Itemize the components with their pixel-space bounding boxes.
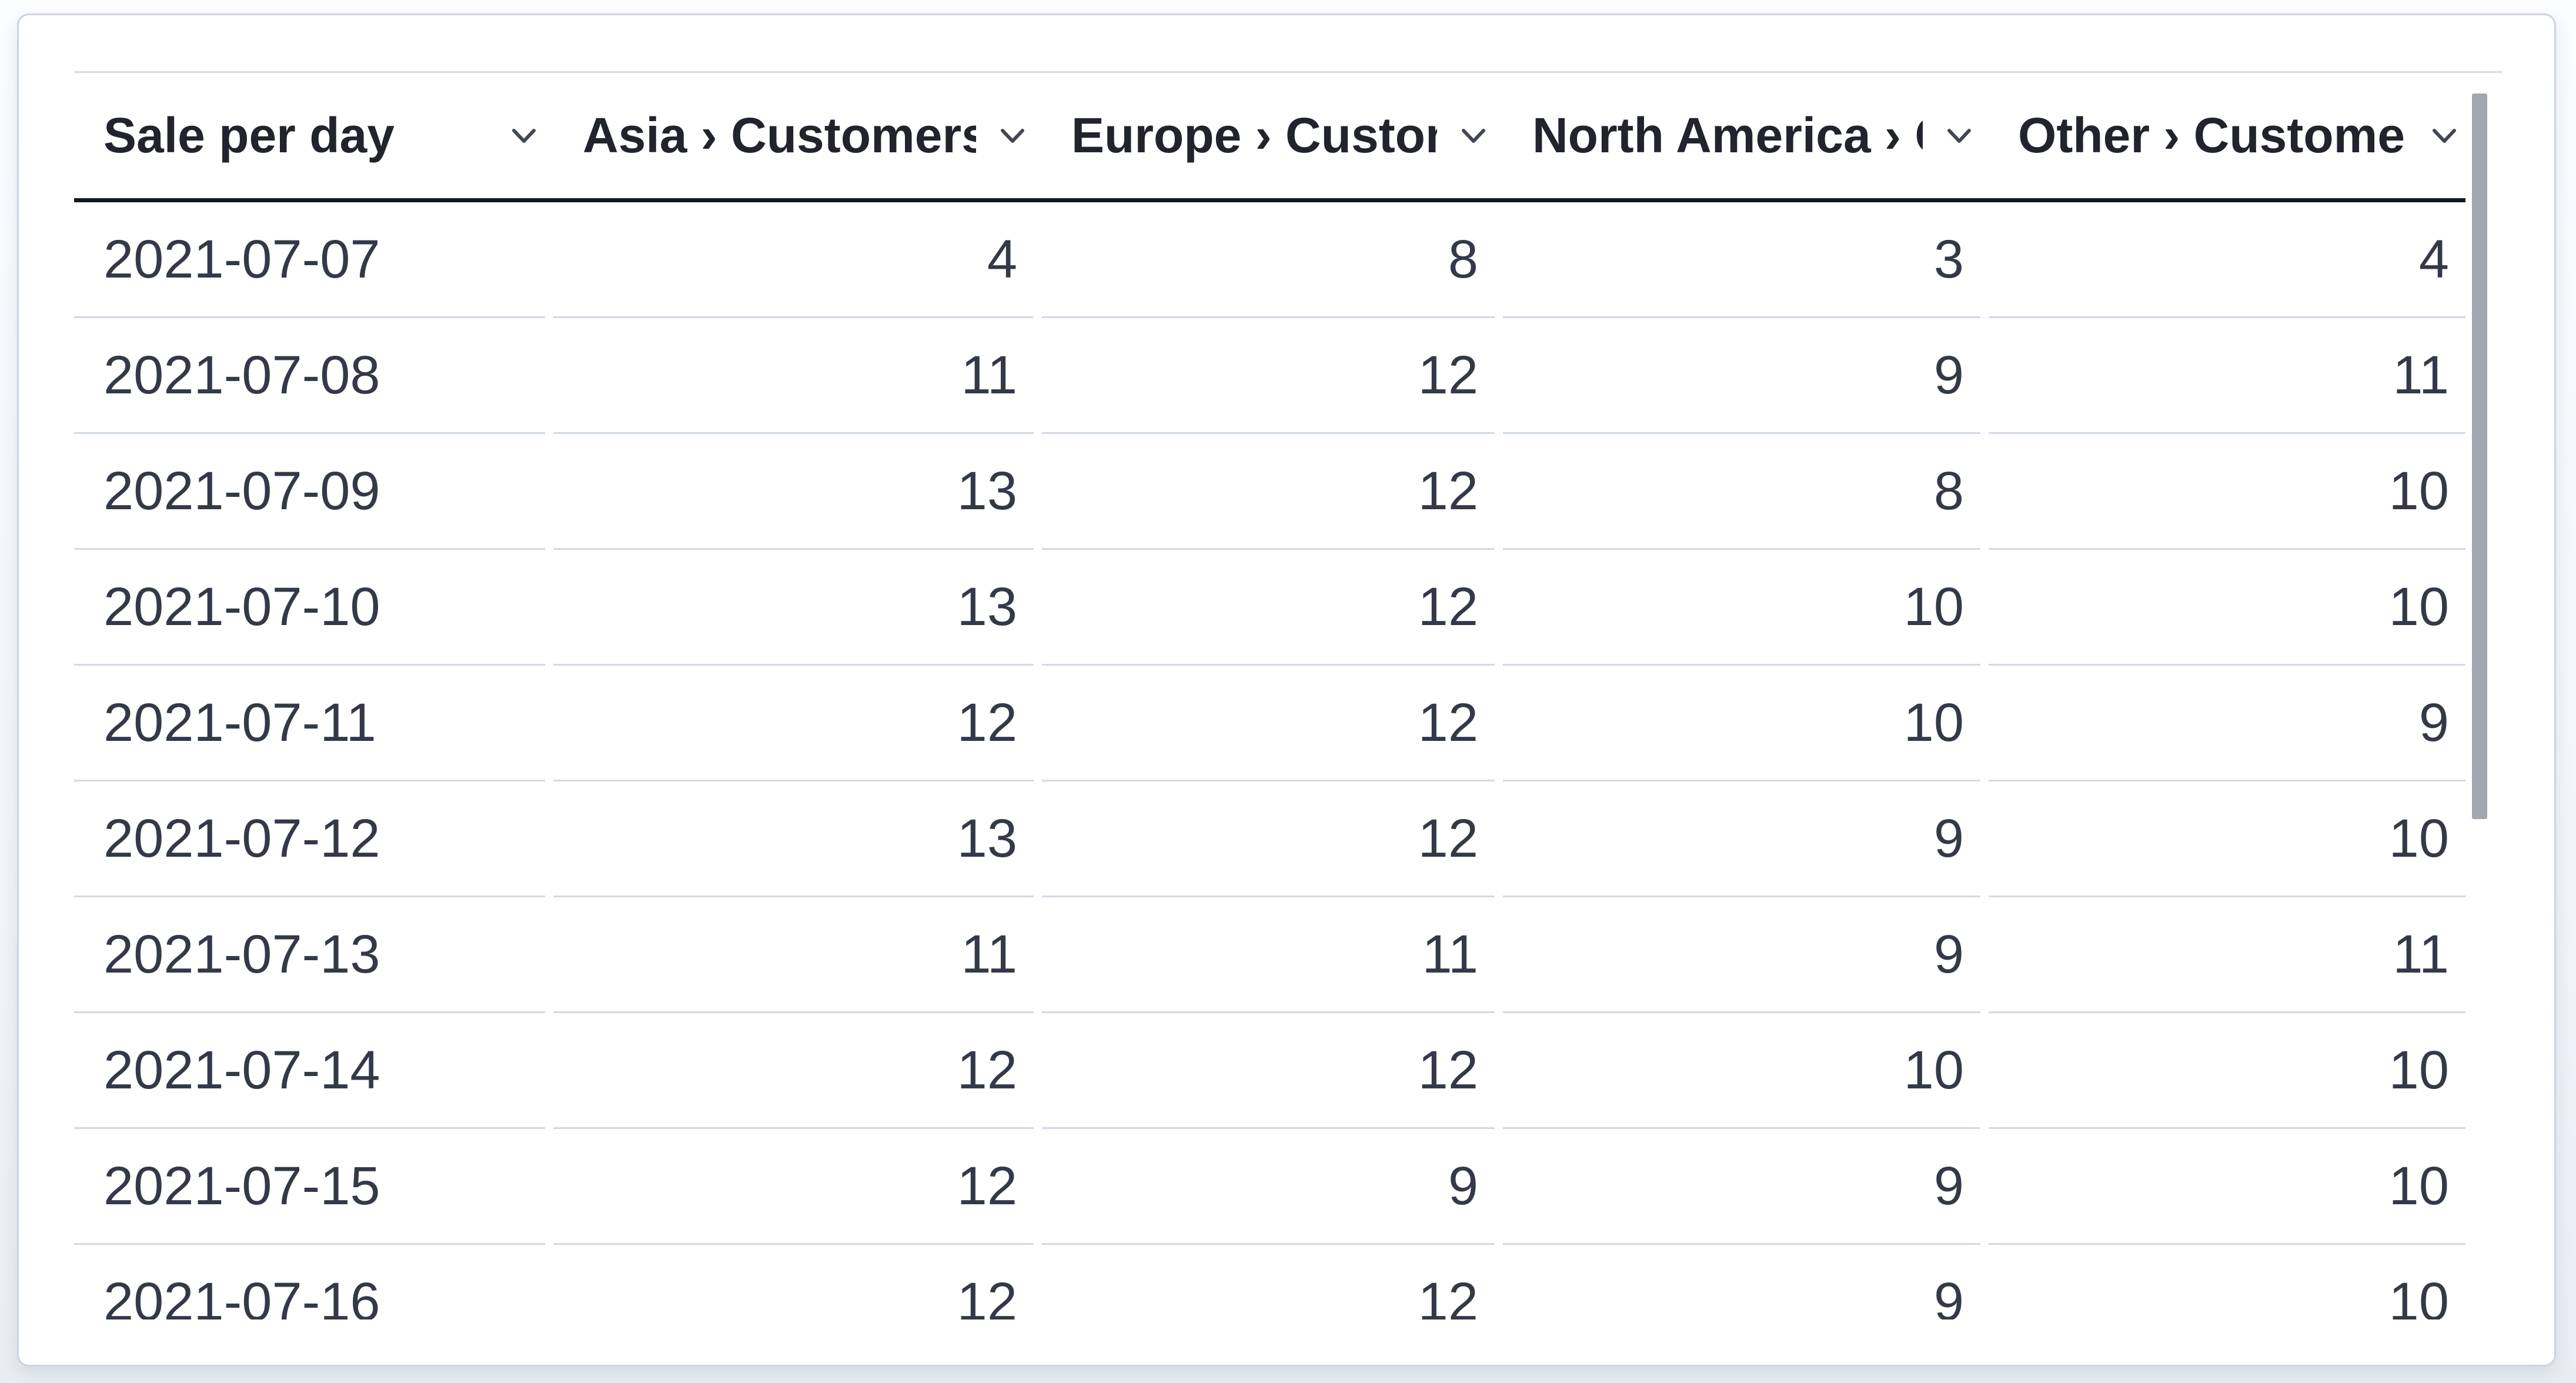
table-row[interactable]: 2021-07-08 11 12 9 11 [74, 318, 2465, 434]
value-cell[interactable]: 12 [1042, 781, 1495, 897]
column-header-other-customers[interactable]: Other › Customers [1989, 73, 2465, 198]
chevron-down-icon[interactable] [1946, 127, 1972, 145]
column-header-label: North America › Customers [1532, 108, 1923, 163]
column-header-north-america-customers[interactable]: North America › Customers [1503, 73, 1980, 198]
column-header-label: Sale per day [103, 108, 395, 163]
column-header-asia-customers[interactable]: Asia › Customers [553, 73, 1034, 198]
header-underline [74, 198, 2465, 202]
date-cell[interactable]: 2021-07-12 [74, 781, 545, 897]
table-row[interactable]: 2021-07-11 12 12 10 9 [74, 666, 2465, 781]
value-cell[interactable]: 12 [1418, 1272, 1478, 1319]
vertical-scrollbar-thumb[interactable] [2472, 93, 2487, 819]
column-header-europe-customers[interactable]: Europe › Customers [1042, 73, 1495, 198]
value-cell[interactable]: 9 [1042, 1129, 1495, 1245]
value-cell[interactable]: 13 [553, 781, 1034, 897]
value-cell[interactable]: 11 [553, 318, 1034, 434]
value-cell[interactable]: 10 [2388, 1272, 2449, 1319]
value-cell[interactable]: 9 [1503, 781, 1980, 897]
value-cell[interactable]: 3 [1503, 202, 1980, 318]
value-cell[interactable]: 10 [1503, 1013, 1980, 1129]
value-cell[interactable]: 10 [1989, 434, 2465, 550]
value-cell[interactable]: 10 [1503, 550, 1980, 666]
column-header-label: Europe › Customers [1071, 108, 1437, 163]
chevron-down-icon[interactable] [1461, 127, 1486, 145]
value-cell[interactable]: 12 [957, 1272, 1017, 1319]
date-cell[interactable]: 2021-07-13 [74, 897, 545, 1013]
value-cell[interactable]: 9 [1933, 1272, 1964, 1319]
date-cell[interactable]: 2021-07-09 [74, 434, 545, 550]
table-row[interactable]: 2021-07-13 11 11 9 11 [74, 897, 2465, 1013]
table-header-row: Sale per day Asia › Customers Europe › C… [74, 73, 2465, 198]
value-cell[interactable]: 8 [1503, 434, 1980, 550]
value-cell[interactable]: 12 [1042, 434, 1495, 550]
date-cell[interactable]: 2021-07-10 [74, 550, 545, 666]
value-cell[interactable]: 11 [1989, 318, 2465, 434]
value-cell[interactable]: 13 [553, 550, 1034, 666]
table-row[interactable]: 2021-07-14 12 12 10 10 [74, 1013, 2465, 1129]
value-cell[interactable]: 9 [1503, 1129, 1980, 1245]
table-row[interactable]: 2021-07-10 13 12 10 10 [74, 550, 2465, 666]
header-top-divider [74, 71, 2503, 73]
value-cell[interactable]: 11 [1042, 897, 1495, 1013]
date-cell[interactable]: 2021-07-14 [74, 1013, 545, 1129]
date-cell[interactable]: 2021-07-16 [103, 1272, 380, 1319]
value-cell[interactable]: 12 [1042, 318, 1495, 434]
value-cell[interactable]: 10 [1989, 1013, 2465, 1129]
value-cell[interactable]: 10 [1989, 1129, 2465, 1245]
chevron-down-icon[interactable] [1000, 127, 1025, 145]
value-cell[interactable]: 11 [1989, 897, 2465, 1013]
table-card: Sale per day Asia › Customers Europe › C… [17, 14, 2556, 1367]
date-cell[interactable]: 2021-07-08 [74, 318, 545, 434]
value-cell[interactable]: 9 [1989, 666, 2465, 781]
date-cell[interactable]: 2021-07-11 [74, 666, 545, 781]
value-cell[interactable]: 10 [1989, 550, 2465, 666]
table-row[interactable]: 2021-07-09 13 12 8 10 [74, 434, 2465, 550]
table-row[interactable]: 2021-07-07 4 8 3 4 [74, 202, 2465, 318]
date-cell[interactable]: 2021-07-15 [74, 1129, 545, 1245]
table-viewport[interactable]: Sale per day Asia › Customers Europe › C… [74, 15, 2503, 1319]
value-cell[interactable]: 12 [1042, 550, 1495, 666]
value-cell[interactable]: 9 [1503, 897, 1980, 1013]
value-cell[interactable]: 12 [1042, 666, 1495, 781]
table-row[interactable]: 2021-07-16 12 12 9 10 [74, 1245, 2465, 1319]
value-cell[interactable]: 4 [1989, 202, 2465, 318]
value-cell[interactable]: 8 [1042, 202, 1495, 318]
value-cell[interactable]: 4 [553, 202, 1034, 318]
column-header-label: Other › Customers [2018, 108, 2408, 163]
value-cell[interactable]: 11 [553, 897, 1034, 1013]
value-cell[interactable]: 12 [553, 1013, 1034, 1129]
value-cell[interactable]: 10 [1989, 781, 2465, 897]
value-cell[interactable]: 13 [553, 434, 1034, 550]
value-cell[interactable]: 12 [553, 1129, 1034, 1245]
value-cell[interactable]: 9 [1503, 318, 1980, 434]
table-body: 2021-07-07 4 8 3 4 2021-07-08 11 12 9 11… [74, 202, 2465, 1319]
table-row[interactable]: 2021-07-15 12 9 9 10 [74, 1129, 2465, 1245]
value-cell[interactable]: 12 [1042, 1013, 1495, 1129]
column-header-sale-per-day[interactable]: Sale per day [74, 73, 545, 198]
column-header-label: Asia › Customers [583, 108, 976, 163]
date-cell[interactable]: 2021-07-07 [74, 202, 545, 318]
chevron-down-icon[interactable] [511, 127, 537, 145]
value-cell[interactable]: 12 [553, 666, 1034, 781]
chevron-down-icon[interactable] [2431, 127, 2457, 145]
value-cell[interactable]: 10 [1503, 666, 1980, 781]
table-row[interactable]: 2021-07-12 13 12 9 10 [74, 781, 2465, 897]
